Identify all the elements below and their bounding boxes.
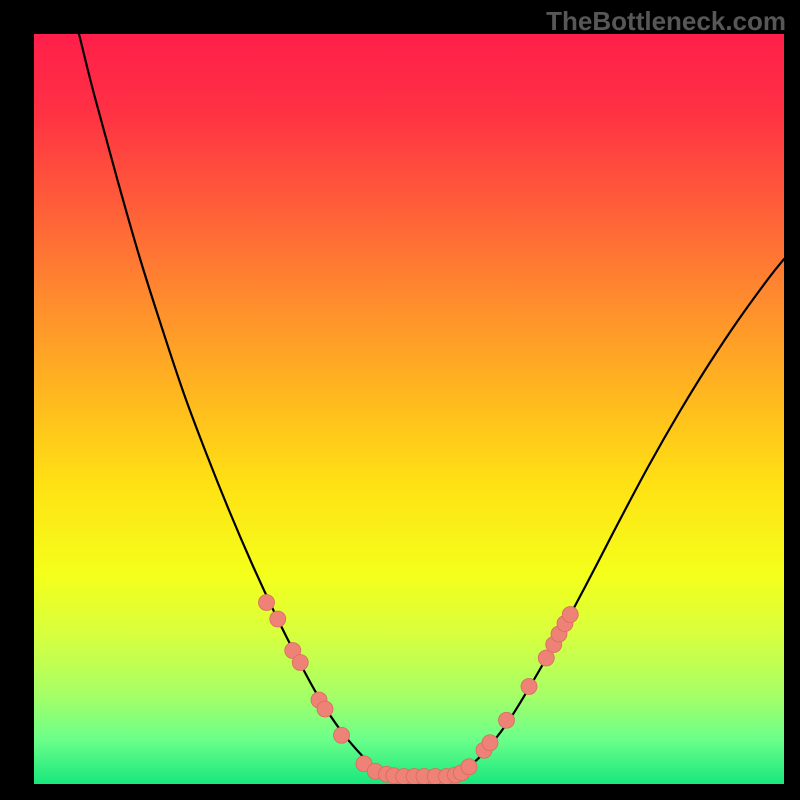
- data-marker: [521, 679, 537, 695]
- data-marker: [334, 727, 350, 743]
- data-marker: [562, 607, 578, 623]
- data-marker: [482, 735, 498, 751]
- bottleneck-chart: TheBottleneck.com: [0, 0, 800, 800]
- data-marker: [461, 759, 477, 775]
- data-marker: [292, 655, 308, 671]
- watermark-text: TheBottleneck.com: [546, 6, 786, 37]
- plot-gradient: [34, 34, 784, 784]
- data-marker: [499, 712, 515, 728]
- data-marker: [270, 611, 286, 627]
- chart-svg: [0, 0, 800, 800]
- data-marker: [259, 595, 275, 611]
- data-marker: [317, 701, 333, 717]
